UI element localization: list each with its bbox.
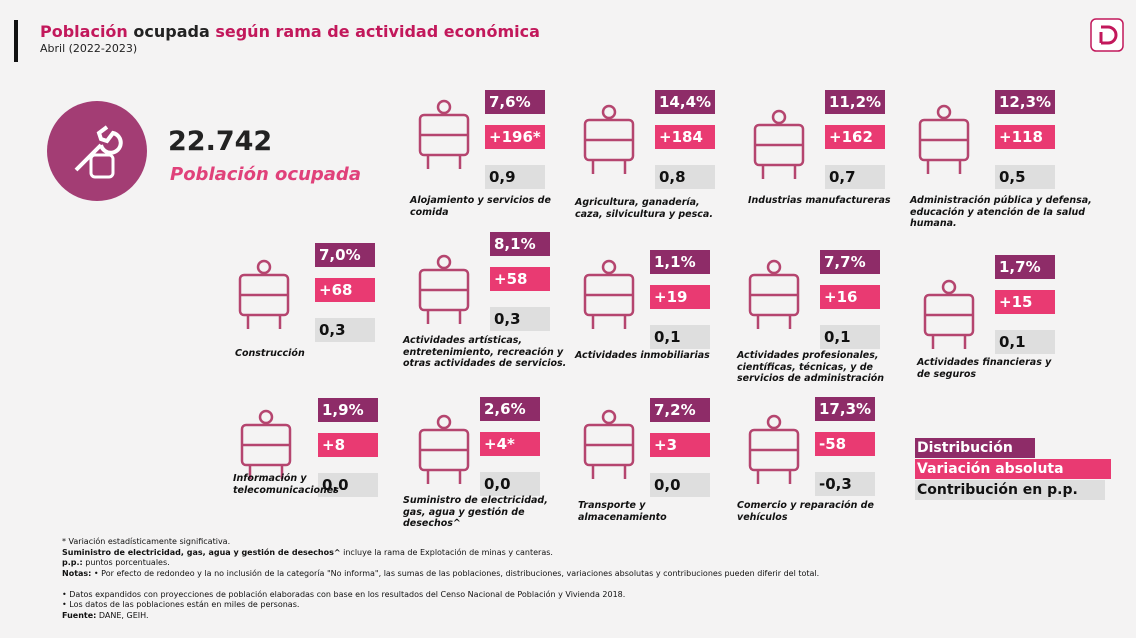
contribution-box: 0,1 (650, 325, 710, 349)
summary-label: Población ocupada (170, 164, 361, 185)
footnote-text: * Variación estadísticamente significati… (62, 537, 231, 546)
sector-icon (240, 409, 292, 479)
distribution-box: 11,2% (825, 90, 885, 114)
sector-icon (583, 104, 635, 174)
footnote-text: incluye la rama de Explotación de minas … (340, 547, 553, 557)
contribution-box: 0,1 (820, 325, 880, 349)
variation-box: +3 (650, 433, 710, 457)
contribution-box: 0,7 (825, 165, 885, 189)
distribution-box: 12,3% (995, 90, 1055, 114)
title-part: ocupada (133, 22, 210, 41)
distribution-box: 1,7% (995, 255, 1055, 279)
distribution-box: 17,3% (815, 397, 875, 421)
footnote-text: • Los datos de las poblaciones están en … (62, 600, 300, 609)
variation-box: +4* (480, 432, 540, 456)
footnote-text: • Por efecto de redondeo y la no inclusi… (91, 568, 820, 578)
sector-label: Alojamiento y servicios de comida (410, 195, 551, 218)
sector-label: Transporte y almacenamiento (578, 500, 667, 523)
legend-item: Variación absoluta (915, 459, 1111, 479)
legend-item: Contribución en p.p. (915, 480, 1105, 500)
variation-box: +19 (650, 285, 710, 309)
sector-label: Administración pública y defensa, educac… (910, 195, 1092, 229)
logo (1090, 18, 1124, 52)
distribution-box: 14,4% (655, 90, 715, 114)
contribution-box: 0,1 (995, 330, 1055, 354)
contribution-box: 0,3 (315, 318, 375, 342)
contribution-box: 0,8 (655, 165, 715, 189)
title: Población ocupada según rama de activida… (40, 22, 540, 41)
contribution-box: 0,0 (480, 472, 540, 496)
distribution-box: 1,1% (650, 250, 710, 274)
sector-icon (583, 259, 635, 329)
sector-label: Información y telecomunicaciones (233, 473, 339, 496)
sector-icon (583, 409, 635, 479)
variation-box: +58 (490, 267, 550, 291)
sector-icon (418, 254, 470, 324)
footnote: • Datos expandidos con proyecciones de p… (62, 590, 822, 601)
sector-label: Actividades artísticas, entretenimiento,… (403, 335, 567, 369)
variation-box: +118 (995, 125, 1055, 149)
sector-label: Industrias manufactureras (748, 195, 891, 206)
legend-item: Distribución (915, 438, 1035, 458)
sector-label: Agricultura, ganadería, caza, silvicultu… (575, 197, 713, 220)
sector-label: Construcción (235, 348, 305, 359)
footnote-bold: Suministro de electricidad, gas, agua y … (62, 547, 341, 557)
distribution-box: 7,2% (650, 398, 710, 422)
footnote-bold: Notas: (62, 568, 92, 578)
variation-box: +8 (318, 433, 378, 457)
sector-icon (238, 259, 290, 329)
variation-box: +16 (820, 285, 880, 309)
sector-label: Suministro de electricidad, gas, agua y … (403, 495, 548, 529)
title-part: Población (40, 22, 128, 41)
footnote-text: • Datos expandidos con proyecciones de p… (62, 589, 626, 599)
footnote-text: DANE, GEIH. (96, 610, 149, 620)
footnote: * Variación estadísticamente significati… (62, 537, 822, 548)
summary-value: 22.742 (168, 126, 273, 157)
distribution-box: 1,9% (318, 398, 378, 422)
contribution-box: -0,3 (815, 472, 875, 496)
contribution-box: 0,0 (650, 473, 710, 497)
sector-icon (418, 99, 470, 169)
header-bar (14, 20, 18, 62)
sector-label: Actividades profesionales, científicas, … (737, 350, 885, 384)
sector-icon (748, 414, 800, 484)
footnote-bold: p.p.: (62, 558, 83, 567)
contribution-box: 0,0 (318, 473, 378, 497)
sector-icon (748, 259, 800, 329)
sector-label: Comercio y reparación de vehículos (737, 500, 874, 523)
variation-box: -58 (815, 432, 875, 456)
footnote: • Los datos de las poblaciones están en … (62, 600, 822, 611)
title-part: según rama de actividad económica (215, 22, 540, 41)
sector-icon (918, 104, 970, 174)
variation-box: +68 (315, 278, 375, 302)
footnote: Notas: • Por efecto de redondeo y la no … (62, 569, 822, 580)
footnote: Suministro de electricidad, gas, agua y … (62, 548, 822, 559)
variation-box: +162 (825, 125, 885, 149)
distribution-box: 2,6% (480, 397, 540, 421)
summary-icon (47, 101, 147, 201)
sector-label: Actividades financieras y de seguros (917, 357, 1052, 380)
distribution-box: 8,1% (490, 232, 550, 256)
contribution-box: 0,9 (485, 165, 545, 189)
variation-box: +184 (655, 125, 715, 149)
footnote: p.p.: puntos porcentuales. (62, 558, 822, 569)
variation-box: +196* (485, 125, 545, 149)
subtitle: Abril (2022-2023) (40, 42, 138, 55)
distribution-box: 7,7% (820, 250, 880, 274)
sector-label: Actividades inmobiliarias (575, 350, 710, 361)
distribution-box: 7,6% (485, 90, 545, 114)
sector-icon (753, 109, 805, 179)
footnote: Fuente: DANE, GEIH. (62, 611, 822, 622)
sector-icon (418, 414, 470, 484)
footnote-text: puntos porcentuales. (82, 558, 170, 567)
contribution-box: 0,5 (995, 165, 1055, 189)
contribution-box: 0,3 (490, 307, 550, 331)
distribution-box: 7,0% (315, 243, 375, 267)
sector-icon (923, 279, 975, 349)
footnote-bold: Fuente: (62, 610, 97, 620)
variation-box: +15 (995, 290, 1055, 314)
